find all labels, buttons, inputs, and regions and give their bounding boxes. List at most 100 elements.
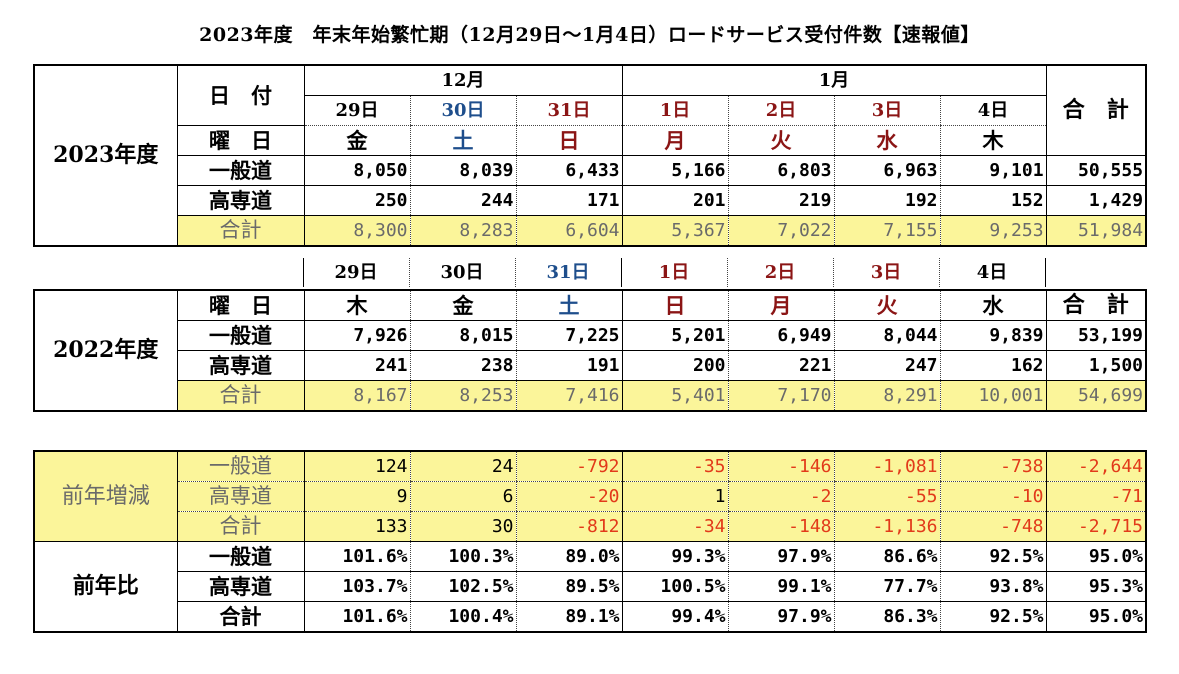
total-cell: 54,699 [1046, 380, 1147, 412]
table-2023: 2023年度 日 付 12月 1月 合 計 29日 30日 31日 1日 2日 … [33, 64, 1148, 247]
value-cell: 8,050 [304, 155, 410, 186]
value-cell: 7,225 [515, 320, 623, 351]
value-cell: 241 [304, 350, 410, 381]
ratio-cell: 100.5% [622, 571, 728, 602]
ratio-cell: 97.9% [727, 541, 834, 572]
ratio-cell: 92.5% [939, 601, 1047, 633]
diff-cell: 6 [409, 481, 516, 512]
value-cell: 5,401 [622, 380, 728, 412]
date-cell: 1日 [658, 262, 690, 283]
diff-cell: 133 [374, 516, 408, 537]
diff-cell: -1,081 [833, 450, 940, 482]
weekday-cell: 日 [515, 125, 623, 156]
ratio-cell: 89.0% [515, 541, 623, 572]
ratio-cell: 102.5% [409, 571, 516, 602]
diff-total-cell: -2,715 [1046, 511, 1147, 542]
weekday-cell: 木 [939, 125, 1047, 156]
month-header-jan: 1月 [622, 64, 1047, 96]
value-cell: 221 [727, 350, 834, 381]
total-cell: 50,555 [1046, 155, 1148, 186]
total-cell: 53,199 [1046, 320, 1147, 351]
date-cell: 30日 [408, 258, 515, 287]
date-cell: 2日 [726, 258, 833, 287]
ratio-cell: 93.8% [939, 571, 1047, 602]
diff-cell: 124 [304, 450, 410, 482]
value-cell: 250 [304, 185, 410, 216]
ratio-cell: 89.1% [515, 601, 623, 633]
diff-total-cell: -2,644 [1046, 450, 1147, 482]
row-label-total: 合計 [177, 601, 305, 633]
value-cell: 7,416 [515, 380, 623, 412]
ratio-cell: 77.7% [833, 571, 940, 602]
value-cell: 7,170 [727, 380, 834, 412]
value-cell: 5,166 [622, 155, 729, 186]
value-cell: 8,253 [409, 380, 516, 412]
table-2022: 2022年度 曜 日 木 金 土 日 月 火 水 合 計 一般道 7,926 8… [33, 289, 1147, 412]
row-label-expressway: 高専道 [177, 571, 305, 602]
diff-cell: -146 [727, 450, 834, 482]
ratio-total-cell: 95.0% [1046, 541, 1147, 572]
weekday-cell: 土 [515, 289, 623, 321]
date-cell: 31日 [515, 95, 623, 126]
value-cell: 9,839 [939, 320, 1047, 351]
date-cell: 29日 [304, 95, 410, 126]
diff-cell: -20 [515, 481, 623, 512]
value-cell: 7,926 [304, 320, 410, 351]
weekday-cell: 水 [833, 125, 941, 156]
value-cell: 247 [833, 350, 940, 381]
weekday-cell: 金 [409, 289, 516, 321]
date-cell: 4日 [939, 95, 1047, 126]
ratio-cell: 100.3% [409, 541, 516, 572]
value-cell: 5,367 [622, 215, 729, 247]
diff-cell: -35 [622, 450, 728, 482]
row-label-expressway: 高専道 [177, 185, 305, 216]
date-cell: 2日 [727, 95, 835, 126]
weekday-cell: 水 [939, 289, 1047, 321]
ratio-cell: 101.6% [304, 541, 410, 572]
weekday-header-label: 曜 日 [177, 289, 305, 321]
value-cell: 192 [833, 185, 941, 216]
total-cell: 1,429 [1046, 185, 1148, 216]
date-cell: 31日 [514, 258, 622, 287]
row-label-road: 一般道 [177, 155, 305, 186]
value-cell: 191 [515, 350, 623, 381]
value-cell: 152 [939, 185, 1047, 216]
value-cell: 6,949 [727, 320, 834, 351]
value-cell: 7,155 [833, 215, 941, 247]
date-cell: 29日 [334, 262, 378, 283]
value-cell: 8,039 [409, 155, 516, 186]
value-cell: 8,291 [833, 380, 940, 412]
weekday-cell: 月 [664, 128, 686, 153]
value-cell: 9,253 [939, 215, 1047, 247]
value-cell: 200 [622, 350, 728, 381]
row-label-expressway: 高専道 [177, 350, 305, 381]
value-cell: 7,022 [727, 215, 835, 247]
ratio-cell: 92.5% [939, 541, 1047, 572]
date-cell: 3日 [833, 95, 941, 126]
value-cell: 6,803 [727, 155, 835, 186]
row-label-total: 合計 [177, 511, 305, 542]
weekday-header-label: 曜 日 [177, 125, 305, 156]
diff-cell: -738 [939, 450, 1047, 482]
date-cell: 4日 [938, 258, 1046, 287]
year-label-2022: 2022年度 [33, 289, 178, 412]
ratio-label: 前年比 [33, 541, 178, 633]
value-cell: 244 [409, 185, 516, 216]
weekday-cell: 木 [304, 289, 410, 321]
total-cell: 51,984 [1046, 215, 1148, 247]
value-cell: 6,433 [515, 155, 623, 186]
ratio-cell: 86.3% [833, 601, 940, 633]
ratio-cell: 99.4% [622, 601, 728, 633]
ratio-cell: 89.5% [515, 571, 623, 602]
weekday-cell: 月 [727, 289, 834, 321]
value-cell: 8,015 [409, 320, 516, 351]
row-label-road: 一般道 [177, 541, 305, 572]
diff-cell: 1 [622, 481, 728, 512]
diff-cell: -792 [515, 450, 623, 482]
value-cell: 8,300 [304, 215, 410, 247]
diff-cell: 9 [304, 481, 410, 512]
diff-cell: -2 [727, 481, 834, 512]
total-header: 合 計 [1046, 64, 1148, 156]
page-title: 2023年度 年末年始繁忙期（12月29日～1月4日）ロードサービス受付件数【速… [199, 24, 980, 46]
table-comparison: 前年増減 一般道 124 24 -792 -35 -146 -1,081 -73… [33, 450, 1147, 633]
